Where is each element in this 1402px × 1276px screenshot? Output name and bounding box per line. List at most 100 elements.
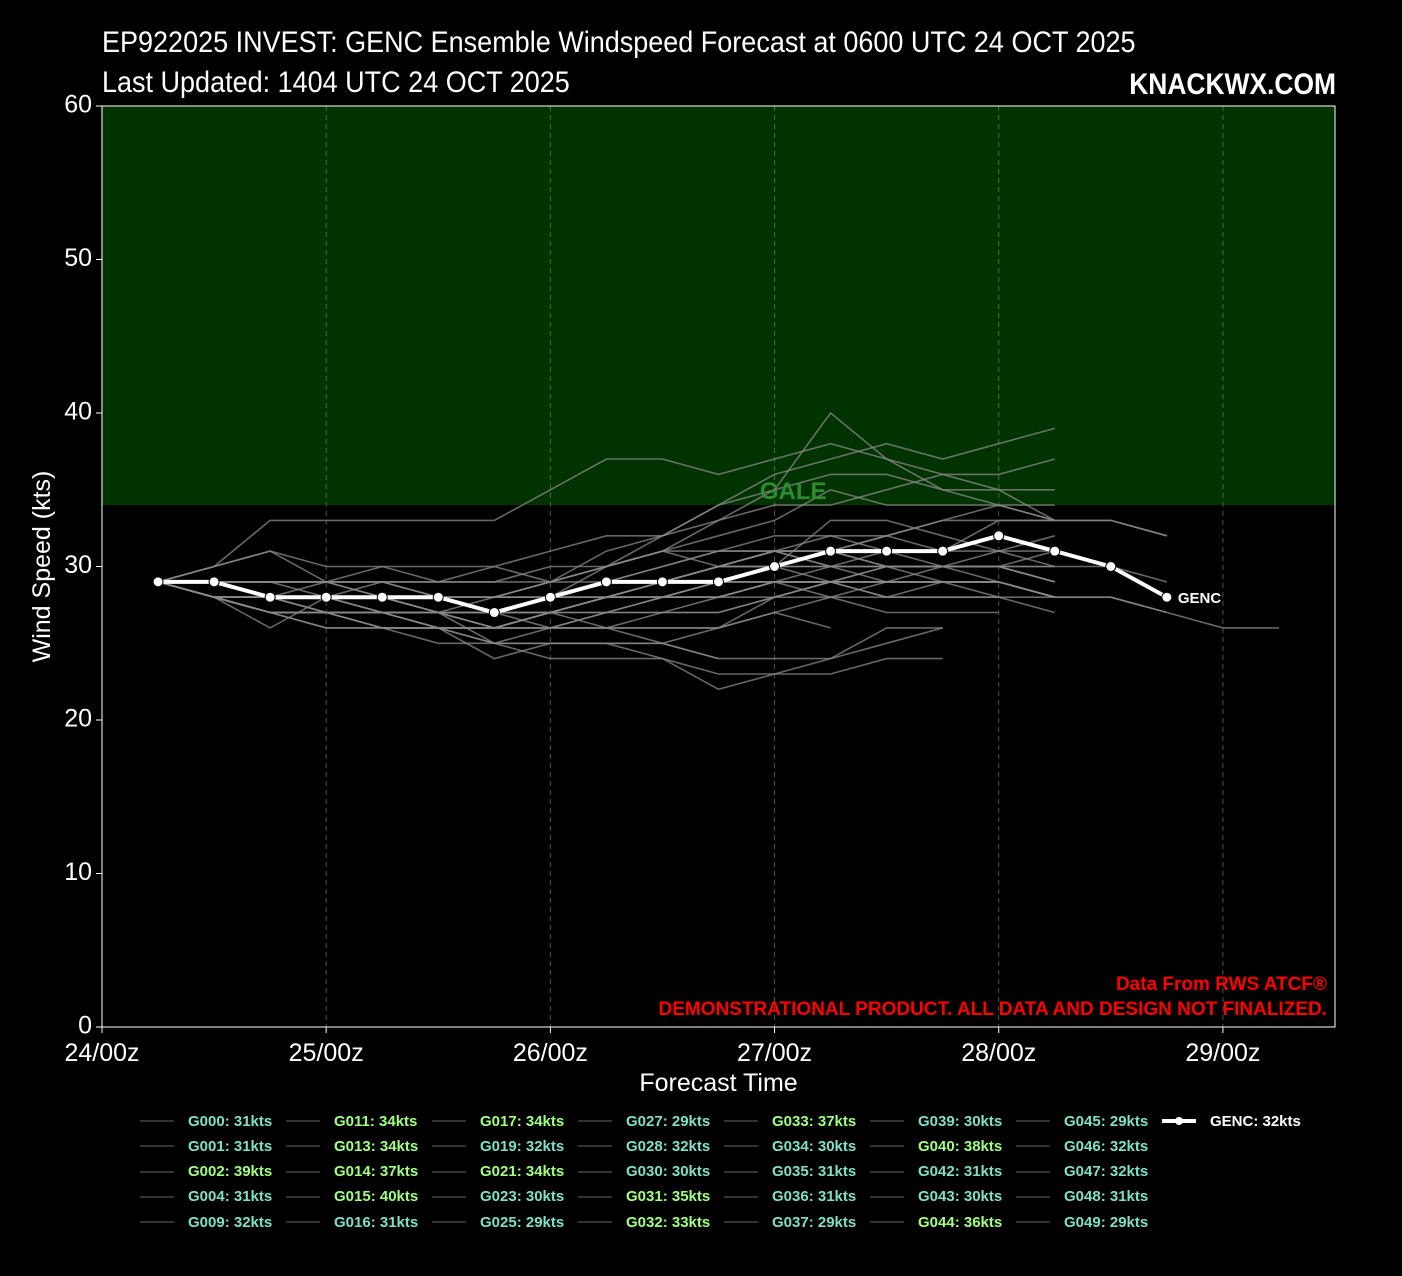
legend-label: G047: 32kts xyxy=(1064,1163,1149,1181)
legend-swatch xyxy=(870,1120,904,1122)
genc-series: GENC xyxy=(152,530,1221,619)
legend-item: G015: 40kts xyxy=(286,1186,418,1208)
last-updated: Last Updated: 1404 UTC 24 OCT 2025 xyxy=(102,66,570,99)
legend-swatch xyxy=(432,1120,466,1122)
genc-point xyxy=(937,545,949,557)
legend-label: G001: 31kts xyxy=(188,1137,273,1155)
legend-swatch xyxy=(870,1195,904,1198)
legend-swatch xyxy=(578,1221,612,1224)
legend-label: GENC: 32kts xyxy=(1210,1112,1301,1130)
legend-label: G042: 31kts xyxy=(918,1163,1003,1181)
legend-item: G021: 34kts xyxy=(432,1161,564,1183)
genc-point xyxy=(320,591,332,603)
disclaimer-note: DEMONSTRATIONAL PRODUCT. ALL DATA AND DE… xyxy=(659,999,1328,1020)
legend-label: G040: 38kts xyxy=(918,1137,1003,1155)
legend-label: G044: 36kts xyxy=(918,1213,1003,1231)
genc-point xyxy=(600,576,612,588)
legend-item: G031: 35kts xyxy=(578,1186,710,1208)
gale-label: GALE xyxy=(760,478,827,505)
legend-item: G025: 29kts xyxy=(432,1211,564,1233)
genc-point xyxy=(488,607,500,619)
legend-swatch xyxy=(432,1221,466,1224)
legend-swatch xyxy=(578,1120,612,1122)
legend-item: G014: 37kts xyxy=(286,1161,418,1183)
legend-item: G016: 31kts xyxy=(286,1211,418,1233)
legend-swatch xyxy=(140,1195,174,1198)
legend-swatch xyxy=(1016,1120,1050,1122)
legend-item: G036: 31kts xyxy=(724,1186,856,1208)
genc-point xyxy=(825,545,837,557)
plot-background xyxy=(102,106,1335,1027)
legend-item: G004: 31kts xyxy=(140,1186,272,1208)
brand-logo-text: KNACKWX.COM xyxy=(1129,68,1336,101)
legend-item: G035: 31kts xyxy=(724,1161,856,1183)
legend-item: G011: 34kts xyxy=(286,1110,417,1132)
legend-swatch xyxy=(870,1221,904,1224)
legend-item: G027: 29kts xyxy=(578,1110,710,1132)
gale-zone xyxy=(102,106,1335,506)
legend-label: G046: 32kts xyxy=(1064,1137,1149,1155)
legend-item: G049: 29kts xyxy=(1016,1211,1148,1233)
legend-label: G021: 34kts xyxy=(480,1163,565,1181)
legend-swatch xyxy=(1016,1145,1050,1148)
legend-label: G013: 34kts xyxy=(334,1137,419,1155)
genc-point xyxy=(376,591,388,603)
legend-label: G030: 30kts xyxy=(626,1163,711,1181)
legend-label: G025: 29kts xyxy=(480,1213,565,1231)
legend-item: GENC: 32kts xyxy=(1162,1110,1301,1132)
legend-swatch xyxy=(1016,1170,1050,1173)
genc-point xyxy=(264,591,276,603)
legend-item: G046: 32kts xyxy=(1016,1135,1148,1157)
y-tick-label: 30 xyxy=(64,551,92,579)
legend-label: G028: 32kts xyxy=(626,1137,711,1155)
legend-swatch xyxy=(578,1170,612,1173)
genc-point xyxy=(713,576,724,588)
genc-point xyxy=(1161,591,1173,603)
x-tick-label: 26/00z xyxy=(513,1039,588,1067)
legend-swatch xyxy=(870,1170,904,1173)
legend-item: G009: 32kts xyxy=(140,1211,272,1233)
legend-label: G034: 30kts xyxy=(772,1137,857,1155)
legend-item: G034: 30kts xyxy=(724,1135,856,1157)
axes: 0 10 20 30 40 50 60 24/00z 25/00z 26/00z 27/00z 28/… xyxy=(28,91,1336,1097)
legend-swatch xyxy=(432,1170,466,1173)
member-line xyxy=(157,442,1056,583)
legend-label: G002: 39kts xyxy=(188,1163,273,1181)
legend-swatch xyxy=(870,1145,904,1148)
genc-point xyxy=(1105,561,1117,572)
legend-swatch xyxy=(1016,1221,1050,1224)
legend-label: G032: 33kts xyxy=(626,1213,711,1231)
genc-point xyxy=(881,545,893,557)
legend-label: G039: 30kts xyxy=(918,1112,1003,1130)
legend-label: G045: 29kts xyxy=(1064,1112,1149,1130)
legend-swatch xyxy=(140,1221,174,1224)
legend-label: G033: 37kts xyxy=(772,1112,857,1130)
legend-item: G002: 39kts xyxy=(140,1161,272,1183)
legend-label: G004: 31kts xyxy=(188,1188,273,1206)
legend-swatch xyxy=(724,1221,758,1224)
legend-item: G000: 31kts xyxy=(140,1110,272,1132)
legend-item: G030: 30kts xyxy=(578,1161,710,1183)
legend-swatch xyxy=(286,1170,320,1173)
legend-swatch xyxy=(724,1145,758,1148)
genc-point xyxy=(769,561,781,572)
legend-item: G037: 29kts xyxy=(724,1211,856,1233)
legend-swatch xyxy=(286,1221,320,1224)
x-tick-label: 24/00z xyxy=(64,1039,139,1067)
genc-point xyxy=(656,576,668,588)
genc-point xyxy=(208,576,220,588)
genc-point xyxy=(152,576,164,588)
genc-point xyxy=(432,591,444,603)
legend-swatch xyxy=(432,1145,466,1148)
legend-swatch xyxy=(140,1120,174,1122)
legend-label: G031: 35kts xyxy=(626,1188,711,1206)
legend-swatch xyxy=(286,1195,320,1198)
data-source-note: Data From RWS ATCF® xyxy=(1116,974,1327,995)
legend-swatch xyxy=(1162,1117,1196,1125)
legend-item: G045: 29kts xyxy=(1016,1110,1148,1132)
legend-label: G011: 34kts xyxy=(334,1112,418,1130)
legend-item: G023: 30kts xyxy=(432,1186,564,1208)
legend-swatch xyxy=(578,1145,612,1148)
y-tick-label: 20 xyxy=(64,705,92,733)
